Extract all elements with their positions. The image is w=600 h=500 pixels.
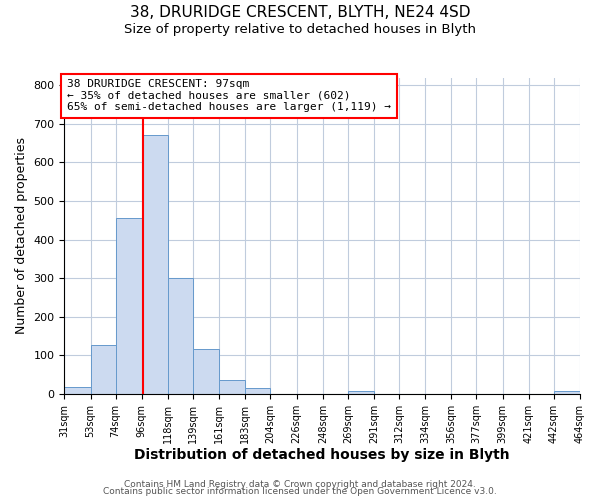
Bar	[219, 380, 245, 394]
Bar	[116, 218, 142, 394]
Bar	[64, 387, 91, 394]
Bar	[554, 391, 580, 394]
Text: Contains public sector information licensed under the Open Government Licence v3: Contains public sector information licen…	[103, 487, 497, 496]
X-axis label: Distribution of detached houses by size in Blyth: Distribution of detached houses by size …	[134, 448, 510, 462]
Bar	[348, 391, 374, 394]
Y-axis label: Number of detached properties: Number of detached properties	[15, 137, 28, 334]
Bar	[142, 134, 168, 394]
Bar	[168, 278, 193, 394]
Bar	[193, 350, 219, 394]
Text: Contains HM Land Registry data © Crown copyright and database right 2024.: Contains HM Land Registry data © Crown c…	[124, 480, 476, 489]
Bar	[91, 345, 116, 394]
Text: 38 DRURIDGE CRESCENT: 97sqm
← 35% of detached houses are smaller (602)
65% of se: 38 DRURIDGE CRESCENT: 97sqm ← 35% of det…	[67, 79, 391, 112]
Text: 38, DRURIDGE CRESCENT, BLYTH, NE24 4SD: 38, DRURIDGE CRESCENT, BLYTH, NE24 4SD	[130, 5, 470, 20]
Text: Size of property relative to detached houses in Blyth: Size of property relative to detached ho…	[124, 22, 476, 36]
Bar	[245, 388, 271, 394]
